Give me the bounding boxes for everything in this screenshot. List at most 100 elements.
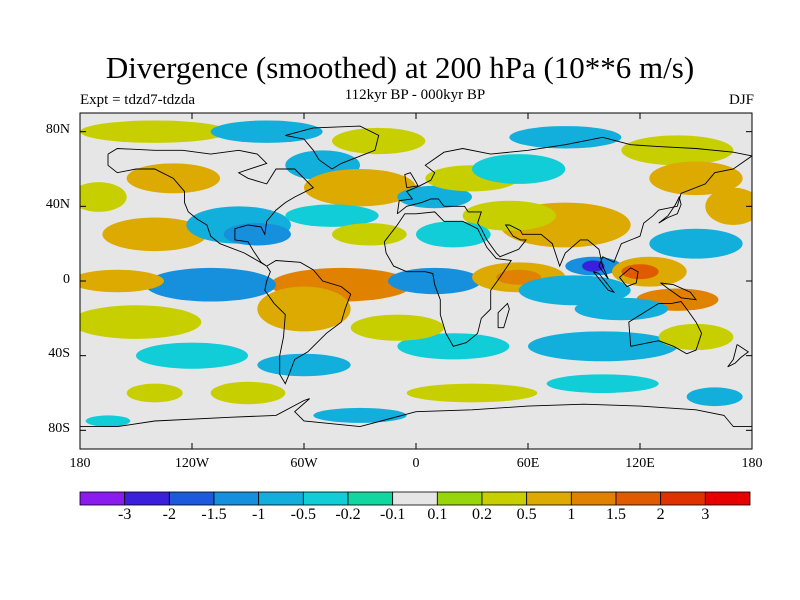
anomaly-region bbox=[406, 383, 538, 403]
lat-tick-label: 80N bbox=[45, 122, 70, 137]
colorbar-label: 3 bbox=[701, 506, 710, 523]
anomaly-region bbox=[574, 297, 668, 321]
anomaly-fields bbox=[80, 120, 752, 427]
colorbar-swatch bbox=[392, 491, 438, 506]
anomaly-region bbox=[80, 182, 127, 212]
colorbar-label: 1.5 bbox=[606, 506, 626, 523]
lon-tick-label: 180 bbox=[69, 456, 91, 471]
anomaly-region bbox=[80, 269, 164, 293]
colorbar-label: -0.5 bbox=[290, 506, 316, 523]
anomaly-region bbox=[388, 267, 482, 295]
anomaly-region bbox=[304, 169, 416, 207]
coastline-japan bbox=[658, 195, 682, 224]
coastline-africa bbox=[383, 211, 512, 347]
experiment-label: Expt = tdzd7-tdzda bbox=[80, 92, 196, 108]
coastline-uk bbox=[404, 172, 419, 189]
anomaly-region bbox=[257, 286, 351, 332]
anomaly-region bbox=[102, 217, 207, 252]
anomaly-region bbox=[350, 314, 445, 341]
anomaly-region bbox=[528, 331, 678, 362]
coastline-eurasia bbox=[396, 136, 752, 280]
colorbar-label: -0.1 bbox=[379, 506, 406, 523]
anomaly-region bbox=[705, 187, 752, 225]
anomaly-region bbox=[621, 135, 734, 166]
anomaly-region bbox=[472, 154, 566, 184]
colorbar-label: 1 bbox=[567, 506, 576, 523]
anomaly-region bbox=[658, 323, 734, 351]
colorbar-swatch bbox=[124, 491, 170, 506]
coastline-antarctica bbox=[80, 398, 752, 428]
anomaly-region bbox=[285, 204, 379, 227]
coastline-south-america bbox=[264, 260, 352, 385]
colorbar-label: 0.1 bbox=[427, 506, 448, 523]
anomaly-region bbox=[582, 260, 605, 272]
anomaly-region bbox=[80, 120, 230, 143]
colorbar-label: -1 bbox=[251, 506, 266, 523]
lon-tick-label: 120E bbox=[625, 456, 655, 471]
colorbar-swatch bbox=[660, 491, 706, 506]
colorbar-label: 0.2 bbox=[472, 506, 492, 523]
lat-tick-label: 80S bbox=[48, 421, 70, 436]
lon-tick-label: 60E bbox=[516, 456, 540, 471]
anomaly-region bbox=[462, 200, 556, 231]
colorbar-swatch bbox=[213, 491, 260, 506]
anomaly-region bbox=[257, 353, 351, 377]
lon-tick-label: 180 bbox=[741, 456, 763, 471]
anomaly-region bbox=[136, 342, 248, 369]
colorbar-label: -1.5 bbox=[201, 506, 227, 523]
coastline-new-zealand bbox=[727, 344, 750, 368]
colorbar-swatch bbox=[570, 491, 617, 506]
lon-tick-label: 60W bbox=[290, 456, 318, 471]
colorbar-swatch bbox=[168, 491, 215, 506]
season-label: DJF bbox=[728, 92, 754, 108]
anomaly-region bbox=[546, 374, 659, 393]
anomaly-region bbox=[621, 264, 659, 280]
colorbar-swatch bbox=[347, 491, 394, 506]
coastlines bbox=[80, 125, 752, 428]
lat-tick-label: 40N bbox=[45, 197, 70, 212]
coastline-greenland bbox=[285, 125, 380, 170]
colorbar-swatch bbox=[615, 491, 662, 506]
colorbar-swatch bbox=[526, 491, 572, 506]
coastline-madagascar bbox=[497, 302, 510, 329]
anomaly-region bbox=[210, 120, 323, 143]
anomaly-region bbox=[313, 407, 407, 423]
lat-tick-label: 0 bbox=[63, 272, 70, 287]
anomaly-region bbox=[145, 267, 276, 302]
anomaly-region bbox=[223, 223, 291, 246]
lat-tick-label: 40S bbox=[48, 346, 70, 361]
colorbar-label: 2 bbox=[656, 506, 665, 523]
coastline-indonesia-borneo bbox=[619, 267, 639, 288]
colorbar-swatch bbox=[302, 491, 349, 506]
coastline-new-guinea bbox=[660, 282, 697, 301]
colorbar bbox=[79, 491, 751, 506]
anomaly-region bbox=[496, 269, 542, 285]
coastline-australia bbox=[628, 301, 703, 355]
colorbar-swatch bbox=[79, 491, 126, 506]
chart-title: Divergence (smoothed) at 200 hPa (10**6 … bbox=[105, 50, 695, 85]
axis-ticks bbox=[79, 113, 753, 449]
anomaly-region bbox=[80, 305, 202, 339]
anomaly-region bbox=[332, 223, 407, 246]
coastline-sumatra bbox=[592, 271, 616, 294]
colorbar-label: -2 bbox=[162, 506, 176, 523]
anomaly-region bbox=[649, 228, 743, 259]
anomaly-region bbox=[509, 126, 622, 149]
chart-subtitle: 112kyr BP - 000kyr BP bbox=[344, 87, 486, 103]
colorbar-swatch bbox=[704, 491, 751, 506]
anomaly-region bbox=[126, 383, 183, 403]
colorbar-label: -3 bbox=[117, 506, 132, 523]
colorbar-label: -0.2 bbox=[335, 506, 361, 523]
anomaly-region bbox=[686, 387, 743, 407]
colorbar-swatch bbox=[436, 491, 483, 506]
coastline-north-america bbox=[107, 148, 315, 267]
colorbar-swatch bbox=[481, 491, 528, 506]
anomaly-region bbox=[416, 221, 491, 248]
colorbar-swatch bbox=[258, 491, 304, 506]
anomaly-region bbox=[85, 415, 131, 427]
anomaly-region bbox=[210, 381, 286, 405]
lon-tick-label: 0 bbox=[412, 456, 420, 471]
anomaly-region bbox=[397, 185, 472, 209]
anomaly-region bbox=[649, 161, 743, 196]
